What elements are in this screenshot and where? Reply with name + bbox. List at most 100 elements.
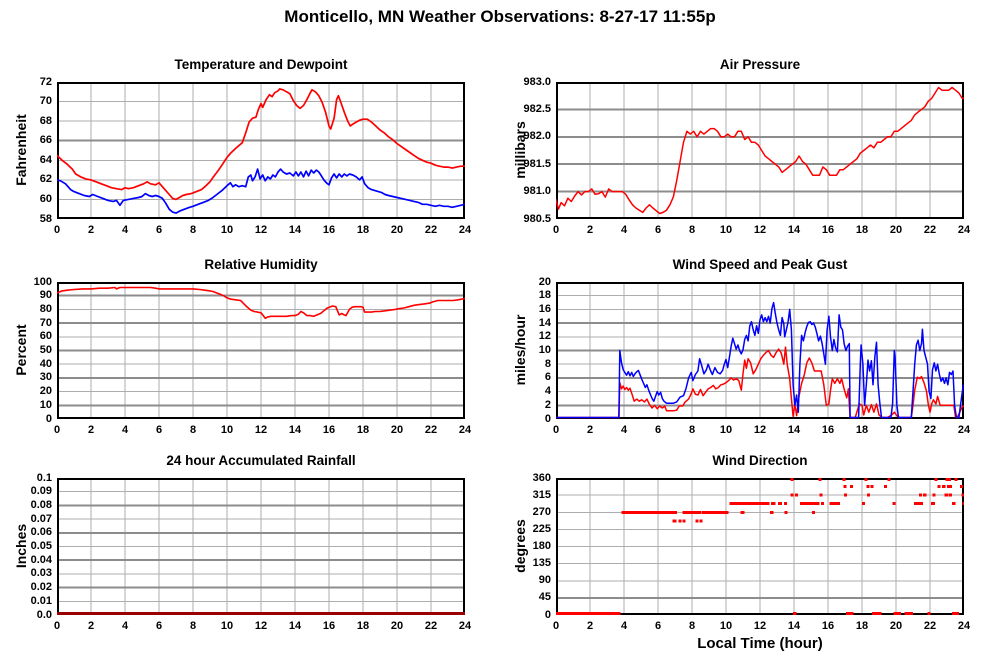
x-tick-label: 12: [753, 424, 767, 436]
wind-direction-mark: [932, 493, 936, 497]
x-tick-label: 14: [787, 224, 801, 236]
x-tick-label: 24: [458, 424, 472, 436]
wind-direction-mark: [799, 502, 820, 506]
y-tick-label: 16: [538, 302, 551, 315]
x-tick-label: 14: [787, 620, 801, 632]
wind-direction-mark: [962, 502, 964, 506]
y-tick-label: 0: [45, 412, 52, 425]
wind-direction-mark: [699, 519, 703, 523]
y-tick-label: 50: [39, 344, 52, 356]
series-peak-gust: [556, 301, 964, 419]
y-tick-label: 0.04: [30, 553, 52, 566]
wind-direction-mark: [672, 519, 677, 523]
y-tick-label: 8: [544, 357, 551, 370]
y-tick-label: 982.0: [523, 130, 551, 143]
x-tick-label: 0: [53, 224, 61, 236]
wind-direction-mark: [937, 485, 941, 489]
x-tick-label: 6: [155, 620, 163, 632]
x-tick-label: 12: [254, 224, 268, 236]
wind-direction-mark: [884, 485, 888, 489]
wind-direction-mark: [695, 519, 699, 523]
y-tick-label: 20: [39, 385, 52, 398]
wind-direction-mark: [843, 485, 847, 489]
x-tick-label: 20: [390, 424, 404, 436]
x-tick-label: 2: [586, 620, 594, 632]
x-tick-label: 18: [855, 620, 869, 632]
x-tick-label: 18: [855, 424, 869, 436]
y-tick-label: 0.05: [30, 540, 52, 552]
x-tick-label: 0: [552, 224, 560, 236]
wind-direction-mark: [913, 502, 924, 506]
x-tick-label: 12: [753, 620, 767, 632]
x-tick-label: 16: [821, 424, 835, 436]
wind-direction-mark: [770, 510, 774, 514]
wind-direction-mark: [790, 493, 794, 497]
x-tick-label: 22: [923, 424, 937, 436]
x-tick-label: 10: [220, 620, 234, 632]
x-tick-label: 18: [356, 424, 370, 436]
y-tick-label: 4: [544, 385, 551, 398]
x-tick-label: 6: [654, 424, 662, 436]
x-tick-label: 16: [821, 224, 835, 236]
y-tick-label: 18: [538, 289, 551, 302]
x-tick-label: 16: [322, 224, 336, 236]
wind-direction-mark: [952, 612, 959, 615]
y-tick-label: 14: [538, 316, 551, 329]
y-tick-label: 981.5: [523, 157, 551, 170]
chart-title: Relative Humidity: [204, 257, 318, 272]
x-tick-label: 24: [957, 620, 971, 632]
y-tick-label: 68: [39, 114, 52, 127]
x-tick-label: 24: [458, 224, 472, 236]
x-tick-label: 18: [356, 224, 370, 236]
x-tick-label: 10: [719, 224, 733, 236]
x-tick-label: 22: [424, 224, 438, 236]
x-tick-label: 16: [821, 620, 835, 632]
x-tick-label: 12: [254, 424, 268, 436]
plot-area-rainfall: [57, 478, 465, 615]
y-tick-label: 2: [544, 398, 551, 411]
y-tick-label: 45: [538, 591, 551, 604]
y-tick-label: 135: [532, 557, 551, 570]
plot-area-wind-direction: [556, 478, 964, 615]
chart-rainfall: 24 hour Accumulated Rainfall Inches 0.1 0…: [0, 451, 500, 663]
y-tick-label: 0.06: [30, 526, 52, 539]
wind-direction-mark: [959, 485, 963, 489]
y-tick-label: 12: [538, 330, 551, 343]
x-tick-label: 8: [189, 224, 197, 236]
wind-direction-mark: [893, 612, 902, 615]
chart-title: Air Pressure: [719, 57, 801, 72]
wind-direction-mark: [818, 478, 822, 481]
x-tick-label: 10: [220, 424, 234, 436]
x-tick-label: 24: [458, 620, 472, 632]
y-tick-label: 983.0: [523, 75, 551, 88]
y-tick-label: 10: [538, 344, 551, 356]
x-tick-label: 4: [121, 224, 129, 236]
y-tick-label: 315: [532, 488, 551, 501]
x-tick-label: 2: [586, 424, 594, 436]
wind-direction-mark: [621, 510, 677, 514]
x-tick-label: 20: [889, 620, 903, 632]
series-humidity: [57, 286, 465, 320]
y-tick-label: 90: [39, 289, 52, 302]
x-tick-label: 4: [121, 620, 129, 632]
x-tick-label: 24: [957, 424, 971, 436]
x-tick-label: 6: [654, 224, 662, 236]
x-tick-label: 12: [753, 224, 767, 236]
x-tick-label: 10: [719, 620, 733, 632]
wind-direction-mark: [961, 493, 964, 497]
plot-area-relative-humidity: [57, 282, 465, 419]
wind-direction-mark: [682, 519, 686, 523]
x-tick-label: 18: [855, 224, 869, 236]
x-tick-label: 22: [923, 224, 937, 236]
y-tick-label: 70: [39, 316, 52, 329]
x-tick-label: 22: [923, 620, 937, 632]
wind-direction-mark: [862, 502, 865, 506]
wind-direction-mark: [777, 502, 783, 506]
chart-title: Wind Speed and Peak Gust: [672, 257, 848, 272]
x-tick-label: 0: [552, 620, 560, 632]
x-tick-label: 6: [654, 620, 662, 632]
y-tick-label: 20: [538, 275, 551, 288]
wind-direction-mark: [821, 502, 825, 506]
x-tick-label: 2: [87, 424, 95, 436]
wind-direction-mark: [702, 510, 729, 514]
